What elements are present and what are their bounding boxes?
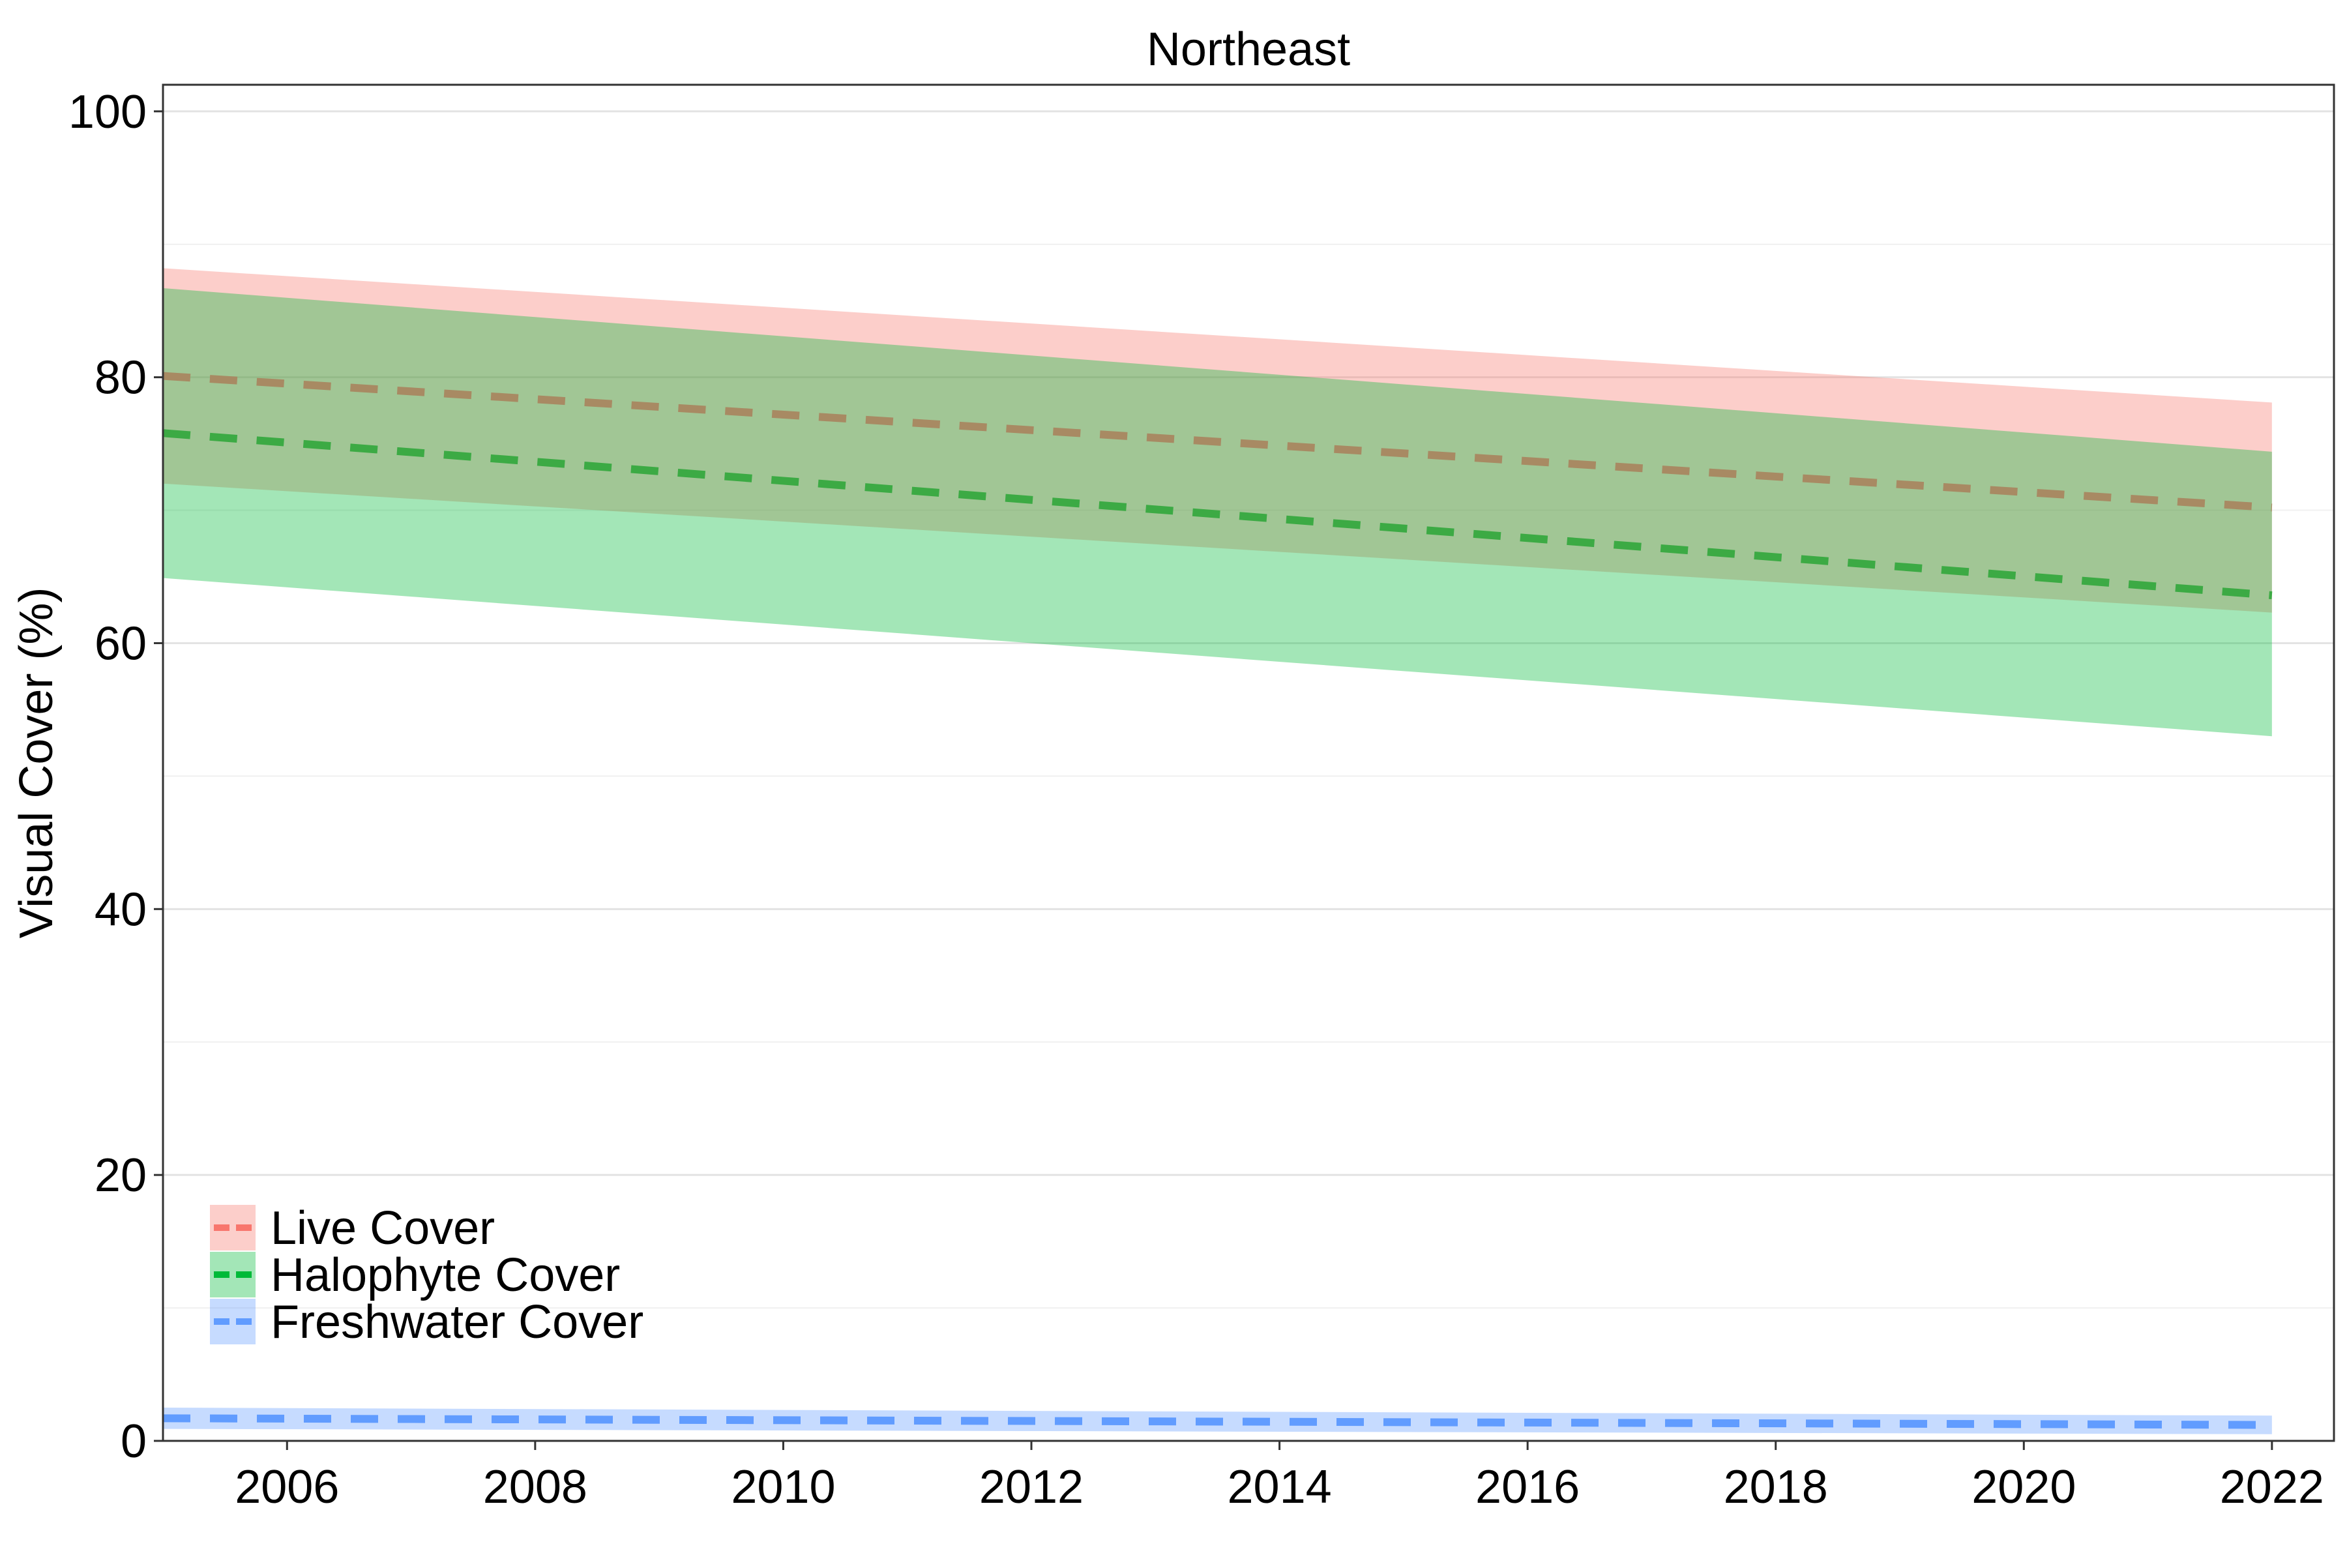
x-tick-label: 2022: [2220, 1461, 2324, 1513]
legend-label: Live Cover: [271, 1202, 495, 1254]
y-tick-label: 60: [95, 617, 147, 670]
x-tick-label: 2014: [1227, 1461, 1331, 1513]
x-tick-label: 2010: [731, 1461, 835, 1513]
x-tick-label: 2016: [1475, 1461, 1580, 1513]
y-tick-label: 0: [121, 1415, 147, 1468]
y-tick-label: 40: [95, 883, 147, 936]
plot-panel-border: [162, 83, 2335, 1442]
y-tick-label: 80: [95, 352, 147, 404]
legend-item: Freshwater Cover: [210, 1296, 643, 1348]
y-tick-label: 20: [95, 1149, 147, 1202]
fit-line: [162, 372, 2273, 512]
legend-item: Halophyte Cover: [210, 1249, 620, 1301]
legend-label: Freshwater Cover: [271, 1296, 643, 1348]
fit-line: [162, 429, 2273, 600]
legend-label: Halophyte Cover: [271, 1249, 620, 1301]
x-tick-label: 2008: [483, 1461, 587, 1513]
x-tick-label: 2012: [979, 1461, 1084, 1513]
legend-item: Live Cover: [210, 1202, 495, 1254]
y-tick-label: 100: [68, 86, 147, 138]
x-tick-label: 2020: [1971, 1461, 2076, 1513]
x-tick-label: 2018: [1724, 1461, 1828, 1513]
y-axis-title: Visual Cover (%): [10, 587, 63, 939]
chart-title: Northeast: [1147, 23, 1350, 76]
fit-line: [162, 1414, 2272, 1429]
x-tick-label: 2006: [235, 1461, 339, 1513]
